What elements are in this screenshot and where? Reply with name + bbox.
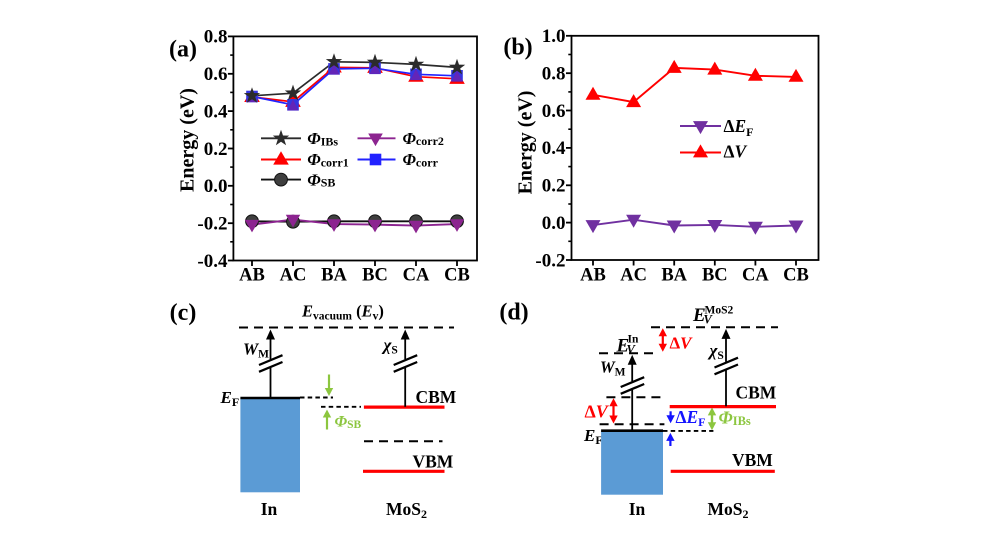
svg-text:AC: AC	[280, 266, 307, 286]
svg-text:Φcorr1: Φcorr1	[307, 150, 348, 169]
svg-text:Evacuum (Ev): Evacuum (Ev)	[301, 302, 384, 323]
svg-text:CB: CB	[783, 266, 809, 286]
svg-text:CA: CA	[403, 266, 430, 286]
svg-text:BC: BC	[362, 266, 388, 286]
svg-text:0.8: 0.8	[542, 64, 566, 85]
svg-text:CBM: CBM	[416, 387, 457, 407]
svg-text:BA: BA	[321, 266, 347, 286]
svg-text:E: E	[616, 336, 630, 357]
svg-text:(d): (d)	[499, 300, 528, 326]
svg-text:ΔV: ΔV	[670, 334, 694, 353]
svg-text:In: In	[629, 499, 646, 519]
svg-text:(b): (b)	[503, 35, 532, 61]
svg-text:MoS2: MoS2	[386, 499, 427, 521]
svg-text:ΦSB: ΦSB	[307, 170, 335, 189]
svg-text:AC: AC	[620, 266, 647, 286]
svg-text:-0.4: -0.4	[197, 251, 228, 272]
svg-text:0.8: 0.8	[204, 27, 228, 48]
svg-text:(a): (a)	[169, 37, 197, 63]
svg-text:Energy (eV): Energy (eV)	[177, 88, 199, 192]
svg-text:1.0: 1.0	[542, 26, 566, 47]
svg-text:0.6: 0.6	[204, 64, 228, 85]
svg-text:VBM: VBM	[413, 452, 454, 472]
svg-text:VBM: VBM	[732, 450, 773, 470]
svg-text:BA: BA	[661, 266, 687, 286]
svg-text:CB: CB	[444, 266, 470, 286]
svg-text:0.2: 0.2	[542, 176, 566, 197]
svg-text:ΔEF: ΔEF	[676, 407, 706, 429]
svg-text:V: V	[627, 343, 637, 357]
svg-text:-0.2: -0.2	[535, 250, 565, 271]
svg-text:MoS2: MoS2	[708, 499, 749, 521]
svg-text:In: In	[628, 334, 639, 346]
svg-text:ΔV: ΔV	[585, 402, 610, 422]
svg-text:MoS2: MoS2	[705, 305, 734, 317]
svg-text:AB: AB	[239, 266, 265, 286]
svg-text:0.4: 0.4	[542, 138, 566, 159]
svg-text:Φcorr: Φcorr	[403, 150, 439, 169]
svg-text:ΔV: ΔV	[724, 142, 748, 162]
svg-text:In: In	[261, 499, 278, 519]
svg-text:ΦSB: ΦSB	[335, 414, 362, 431]
svg-text:E: E	[692, 305, 706, 326]
svg-text:Φcorr2: Φcorr2	[403, 129, 444, 148]
svg-text:AB: AB	[580, 266, 606, 286]
svg-text:BC: BC	[702, 266, 728, 286]
svg-text:0.2: 0.2	[204, 139, 228, 160]
svg-text:(c): (c)	[170, 300, 197, 326]
svg-text:0.0: 0.0	[204, 176, 228, 197]
svg-text:ΦIBs: ΦIBs	[307, 129, 338, 148]
svg-text:ΔEF: ΔEF	[724, 116, 754, 139]
svg-text:0.6: 0.6	[542, 101, 566, 122]
svg-text:-0.2: -0.2	[197, 214, 227, 235]
svg-text:CBM: CBM	[736, 383, 777, 403]
svg-text:Energy (eV): Energy (eV)	[514, 91, 536, 195]
svg-text:0.0: 0.0	[542, 213, 566, 234]
svg-text:0.4: 0.4	[204, 101, 228, 122]
svg-text:CA: CA	[742, 266, 769, 286]
svg-text:V: V	[704, 313, 714, 327]
